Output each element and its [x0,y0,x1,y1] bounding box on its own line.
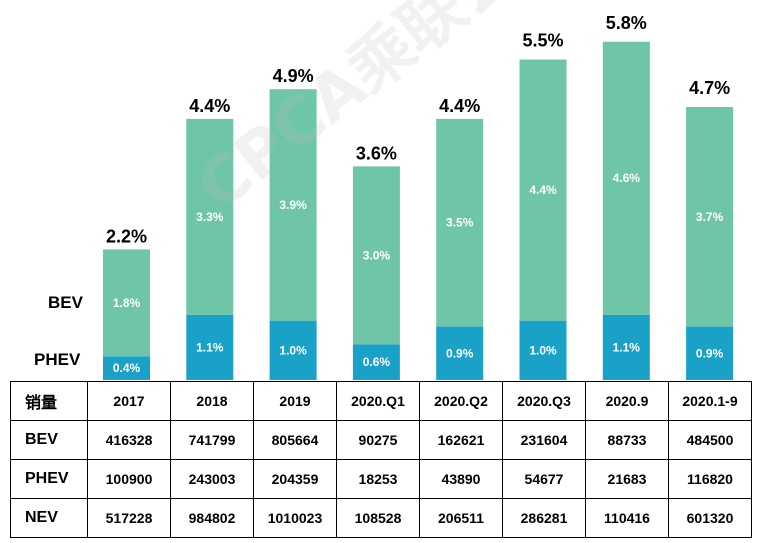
segment-label-bev: 4.6% [613,171,641,185]
segment-label-bev: 4.4% [529,183,557,197]
column-header: 2020.Q2 [419,381,503,421]
table-cell: 243003 [170,459,254,499]
bar-segment-bev [602,41,650,315]
segment-label-bev: 3.5% [446,216,474,230]
total-label: 2.2% [106,226,147,246]
row-label: BEV [10,420,88,460]
chart-canvas: 0.4% 1.8% 2.2% 1.1% 3.3% 4.4% 1.0% 3.9% 4.9% 0.6%… [103,13,734,380]
table-cell: 484500 [668,420,752,460]
table-cell: 18253 [336,459,420,499]
table-cell: 116820 [668,459,752,499]
segment-label-phev: 1.0% [279,343,307,357]
total-label: 5.8% [606,13,647,33]
sales-table: 销量 2017 2018 2019 2020.Q1 2020.Q2 2020.Q… [10,381,752,538]
segment-label-bev: 3.7% [696,210,724,224]
legend-phev-label: PHEV [34,350,81,369]
table-cell: 601320 [668,498,752,538]
table-cell: 1010023 [253,498,337,538]
segment-label-phev: 1.0% [529,343,557,357]
table-cell: 741799 [170,420,254,460]
table-cell: 517228 [87,498,171,538]
column-header: 2020.1-9 [668,381,752,421]
segment-label-phev: 0.9% [696,346,724,360]
segment-label-bev: 1.8% [113,296,141,310]
row-label: PHEV [10,459,88,499]
table-cell: 286281 [502,498,586,538]
column-header: 2020.Q1 [336,381,420,421]
segment-label-phev: 1.1% [613,340,641,354]
segment-label-bev: 3.9% [279,198,307,212]
table-row-nev: NEV 517228 984802 1010023 108528 206511 … [10,498,752,538]
legend-bev-label: BEV [48,293,83,312]
table-header-row: 销量 2017 2018 2019 2020.Q1 2020.Q2 2020.Q… [10,381,752,421]
bar-segment-phev [269,320,317,380]
stacked-bar-chart: 0.4% 1.8% 2.2% 1.1% 3.3% 4.4% 1.0% 3.9% 4.9% 0.6%… [34,0,734,380]
bar-segment-bev [352,166,400,345]
bar-segment-phev [103,356,150,380]
table-cell: 162621 [419,420,503,460]
column-header: 2018 [170,381,254,421]
bar-segment-bev [519,59,567,321]
total-label: 4.9% [273,66,314,86]
table-header-label: 销量 [10,381,88,421]
total-label: 4.4% [189,96,230,116]
column-header: 2019 [253,381,337,421]
table-cell: 88733 [585,420,669,460]
table-cell: 108528 [336,498,420,538]
total-label: 3.6% [356,143,397,163]
bar-segment-phev [519,320,567,380]
table-cell: 204359 [253,459,337,499]
table-cell: 21683 [585,459,669,499]
total-label: 5.5% [522,31,563,51]
table-cell: 231604 [502,420,586,460]
bar-segment-bev [186,118,234,315]
table-cell: 90275 [336,420,420,460]
table-cell: 416328 [87,420,171,460]
table-row-bev: BEV 416328 741799 805664 90275 162621 23… [10,420,752,460]
table-cell: 100900 [87,459,171,499]
table-row-phev: PHEV 100900 243003 204359 18253 43890 54… [10,459,752,499]
row-label: NEV [10,498,88,538]
bar-segment-phev [186,314,234,380]
column-header: 2020.Q3 [502,381,586,421]
bar-segment-phev [352,344,400,380]
bar-segment-bev [269,89,317,321]
table-cell: 43890 [419,459,503,499]
bar-segment-bev [436,118,484,327]
total-label: 4.4% [439,96,480,116]
table-cell: 206511 [419,498,503,538]
column-header: 2020.9 [585,381,669,421]
bar-segment-phev [436,326,484,380]
bar-segment-bev [103,249,150,357]
bar-segment-phev [602,314,650,380]
segment-label-phev: 1.1% [196,340,224,354]
segment-label-phev: 0.6% [363,355,391,369]
segment-label-phev: 0.9% [446,346,474,360]
total-label: 4.7% [689,78,730,98]
bar-segment-bev [686,107,734,327]
table-cell: 110416 [585,498,669,538]
table-cell: 805664 [253,420,337,460]
segment-label-bev: 3.3% [196,210,224,224]
segment-label-phev: 0.4% [113,361,141,375]
table-cell: 54677 [502,459,586,499]
column-header: 2017 [87,381,171,421]
bar-segment-phev [686,326,734,380]
segment-label-bev: 3.0% [363,248,391,262]
table-cell: 984802 [170,498,254,538]
